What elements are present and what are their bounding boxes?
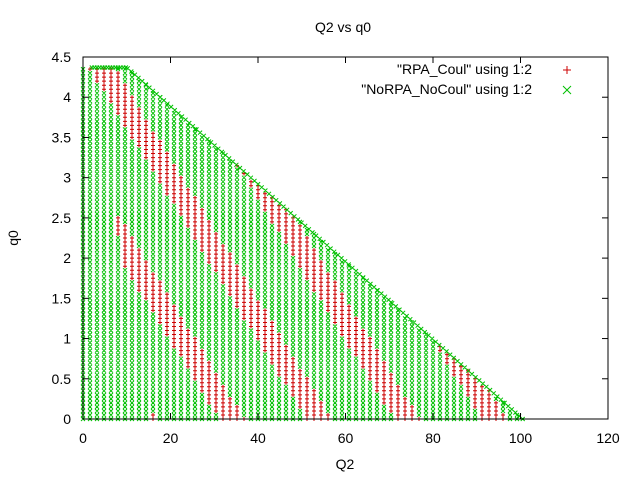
x-tick-label: 40 bbox=[250, 430, 266, 446]
x-tick-label: 100 bbox=[509, 430, 533, 446]
x-tick-label: 120 bbox=[596, 430, 620, 446]
y-tick-label: 0.5 bbox=[52, 371, 72, 387]
x-tick-label: 80 bbox=[425, 430, 441, 446]
rpa-coul-markers bbox=[88, 67, 505, 421]
chart-title: Q2 vs q0 bbox=[315, 19, 371, 35]
legend-entry-norpa-nocoul: "NoRPA_NoCoul" using 1:2 bbox=[361, 81, 532, 97]
x-axis-label: Q2 bbox=[336, 456, 355, 472]
y-axis-ticks: 0 0.5 1 1.5 2 2.5 3 3.5 4 4.5 bbox=[52, 49, 608, 427]
y-tick-label: 2.5 bbox=[52, 210, 72, 226]
plot-area bbox=[80, 65, 526, 422]
y-tick-label: 4 bbox=[63, 89, 71, 105]
y-tick-label: 1.5 bbox=[52, 290, 72, 306]
y-axis-label: q0 bbox=[5, 230, 21, 246]
series-norpa-nocoul-points bbox=[80, 65, 526, 422]
y-tick-label: 3.5 bbox=[52, 129, 72, 145]
legend-cross-icon bbox=[562, 85, 572, 95]
x-axis-ticks: 0 20 40 60 80 100 120 bbox=[79, 57, 620, 446]
y-tick-label: 2 bbox=[63, 250, 71, 266]
y-tick-label: 1 bbox=[63, 331, 71, 347]
legend-marker-plus bbox=[563, 66, 571, 74]
x-tick-label: 20 bbox=[163, 430, 179, 446]
legend-marker-cross bbox=[562, 85, 572, 95]
y-tick-label: 3 bbox=[63, 170, 71, 186]
legend-entry-rpa-coul: "RPA_Coul" using 1:2 bbox=[397, 61, 532, 77]
y-tick-label: 4.5 bbox=[52, 49, 72, 65]
series-rpa-coul-points bbox=[88, 67, 505, 421]
legend: "RPA_Coul" using 1:2 "NoRPA_NoCoul" usin… bbox=[361, 61, 572, 97]
x-tick-label: 0 bbox=[79, 430, 87, 446]
legend-plus-icon bbox=[563, 66, 571, 74]
y-tick-label: 0 bbox=[63, 411, 71, 427]
norpa-nocoul-markers bbox=[80, 65, 526, 422]
x-tick-label: 60 bbox=[338, 430, 354, 446]
